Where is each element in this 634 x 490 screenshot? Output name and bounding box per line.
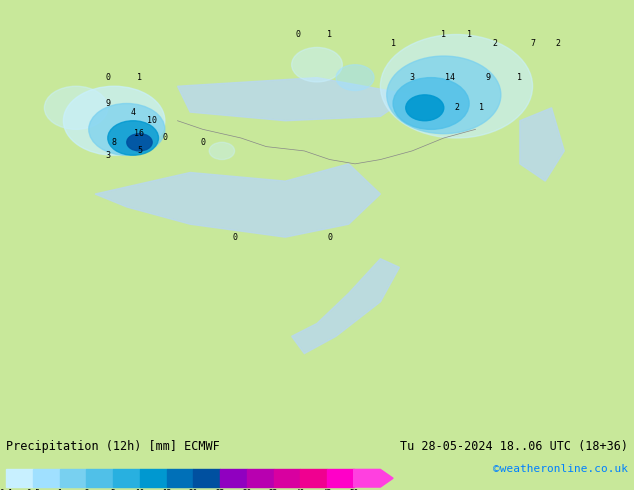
Text: 9: 9: [105, 99, 110, 108]
Polygon shape: [354, 469, 393, 487]
Text: ©weatheronline.co.uk: ©weatheronline.co.uk: [493, 464, 628, 473]
Bar: [113, 469, 140, 487]
Bar: [193, 469, 220, 487]
Circle shape: [292, 48, 342, 82]
Text: 2: 2: [555, 39, 560, 48]
Bar: [327, 469, 354, 487]
Text: 3: 3: [105, 151, 110, 160]
Text: 10: 10: [147, 116, 157, 125]
Text: 8: 8: [112, 138, 117, 147]
Text: 0: 0: [105, 73, 110, 82]
Bar: [60, 469, 86, 487]
Text: 1: 1: [441, 30, 446, 39]
Polygon shape: [95, 164, 380, 237]
Text: 1: 1: [327, 30, 332, 39]
Circle shape: [393, 77, 469, 129]
Bar: [220, 469, 247, 487]
Text: 5: 5: [137, 147, 142, 155]
Text: 1: 1: [467, 30, 472, 39]
Circle shape: [406, 95, 444, 121]
Circle shape: [44, 86, 108, 129]
Circle shape: [63, 86, 165, 155]
Text: 0: 0: [200, 138, 205, 147]
Text: 1: 1: [517, 73, 522, 82]
Bar: [33, 469, 60, 487]
Text: 4: 4: [131, 108, 136, 117]
Text: 0: 0: [295, 30, 301, 39]
Bar: [301, 469, 327, 487]
Bar: [86, 469, 113, 487]
Bar: [167, 469, 193, 487]
Circle shape: [209, 142, 235, 160]
Text: Precipitation (12h) [mm] ECMWF: Precipitation (12h) [mm] ECMWF: [6, 440, 220, 453]
Bar: [140, 469, 167, 487]
Circle shape: [127, 134, 152, 151]
Text: 7: 7: [530, 39, 535, 48]
Circle shape: [380, 34, 533, 138]
Text: 1: 1: [137, 73, 142, 82]
Bar: [6, 469, 33, 487]
Text: 9: 9: [486, 73, 491, 82]
Text: 1: 1: [479, 103, 484, 112]
Text: 3: 3: [410, 73, 415, 82]
Circle shape: [336, 65, 374, 91]
Text: 1: 1: [391, 39, 396, 48]
Polygon shape: [292, 259, 399, 354]
Circle shape: [89, 103, 165, 155]
Text: Tu 28-05-2024 18..06 UTC (18+36): Tu 28-05-2024 18..06 UTC (18+36): [399, 440, 628, 453]
Circle shape: [387, 56, 501, 134]
Bar: [247, 469, 273, 487]
Polygon shape: [520, 108, 564, 181]
Text: 0: 0: [327, 233, 332, 242]
Text: 0: 0: [232, 233, 237, 242]
Text: 2: 2: [492, 39, 497, 48]
Text: 0: 0: [162, 133, 167, 143]
Text: 14: 14: [445, 73, 455, 82]
Bar: [273, 469, 301, 487]
Text: 2: 2: [454, 103, 459, 112]
Circle shape: [108, 121, 158, 155]
Polygon shape: [178, 77, 412, 121]
Text: 16: 16: [134, 129, 145, 138]
